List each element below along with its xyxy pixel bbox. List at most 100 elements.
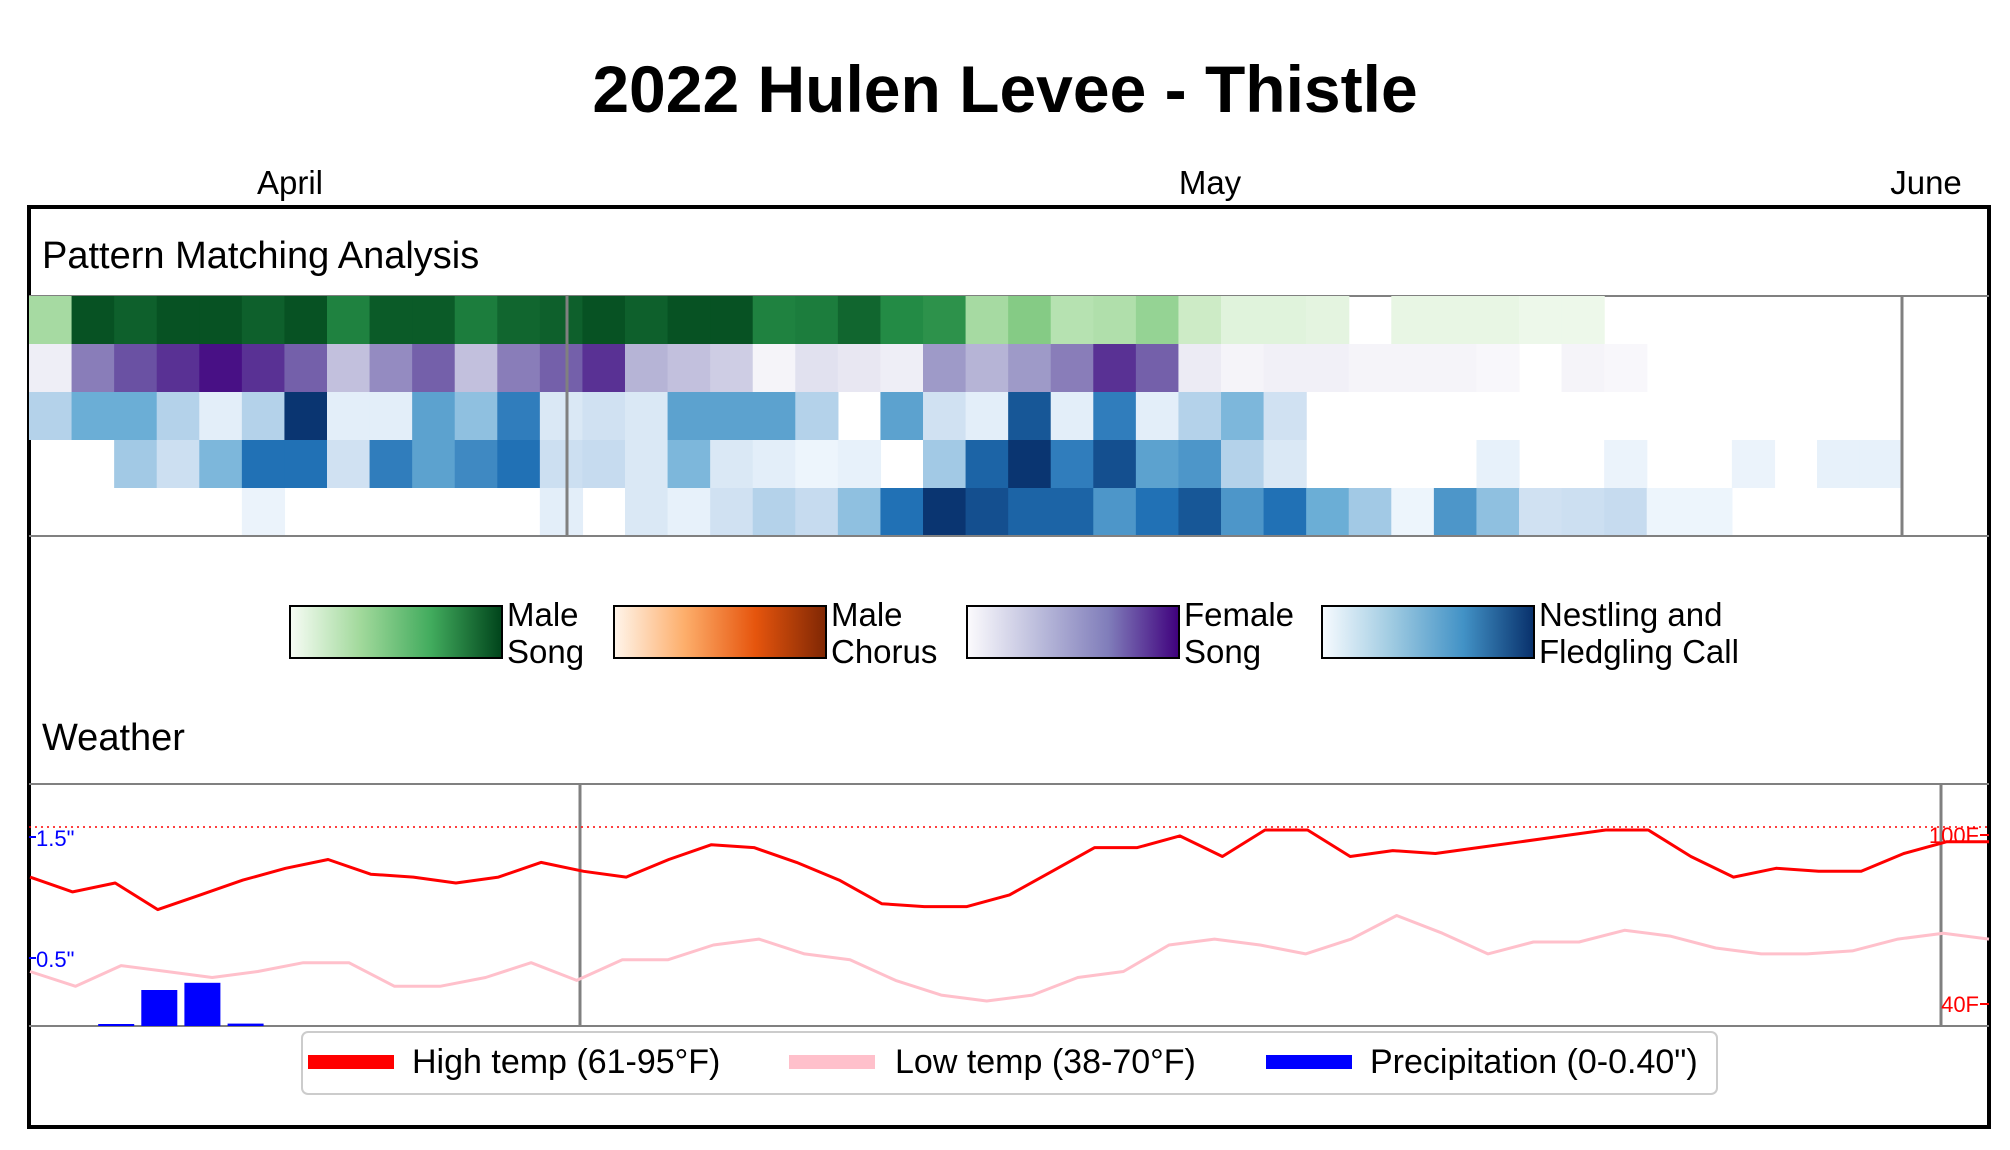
heatmap-cell — [114, 344, 158, 392]
legend-label-line1: Female — [1184, 596, 1294, 633]
heatmap-cell — [1689, 488, 1733, 536]
heatmap-cell — [1050, 488, 1094, 536]
heatmap-cell — [667, 392, 711, 440]
heatmap-cell — [412, 344, 456, 392]
heatmap-cell — [497, 440, 541, 488]
heatmap-cell — [1050, 392, 1094, 440]
heatmap-cell — [1135, 440, 1180, 488]
legend-label-line2: Song — [507, 633, 584, 670]
heatmap-cell — [1391, 344, 1435, 392]
heatmap-cell — [369, 440, 413, 488]
heatmap-cell — [1476, 296, 1520, 344]
heatmap-cell — [539, 296, 584, 344]
heatmap-cell — [923, 488, 967, 536]
heatmap-cell — [156, 344, 200, 392]
heatmap-cell — [454, 296, 498, 344]
heatmap-cell — [29, 296, 73, 344]
heatmap-cell — [1859, 440, 1903, 488]
heatmap-cell — [1433, 344, 1478, 392]
heatmap-cell — [795, 488, 839, 536]
heatmap-cell — [284, 440, 328, 488]
heatmap-cell — [1093, 344, 1137, 392]
heatmap-cell — [71, 296, 115, 344]
heatmap-cell — [1093, 296, 1137, 344]
legend-label-line2: Chorus — [831, 633, 937, 670]
heatmap-cell — [1561, 296, 1605, 344]
heatmap-cell — [965, 440, 1009, 488]
heatmap-row-nestling_call_3 — [241, 488, 1733, 536]
heatmap-cell — [1306, 344, 1350, 392]
heatmap-row-nestling_call_1 — [29, 392, 1307, 440]
heatmap-cell — [1008, 488, 1052, 536]
heatmap-cell — [667, 488, 711, 536]
heatmap-cell — [327, 440, 371, 488]
heatmap-cell — [625, 488, 669, 536]
heatmap-cell — [1221, 296, 1265, 344]
heatmap-cell — [752, 392, 796, 440]
heatmap-cell — [1221, 392, 1265, 440]
heatmap-cell — [1263, 392, 1307, 440]
heatmap-cell — [1008, 392, 1052, 440]
heatmap-cell — [880, 392, 924, 440]
heatmap-cell — [625, 296, 669, 344]
heatmap-cell — [199, 344, 243, 392]
heatmap-cell — [625, 440, 669, 488]
heatmap-cell — [837, 344, 882, 392]
heatmap-cell — [156, 296, 200, 344]
heatmap-cell — [795, 440, 839, 488]
heatmap-cell — [199, 440, 243, 488]
heatmap-cell — [71, 392, 115, 440]
heatmap-cell — [1263, 488, 1307, 536]
heatmap-cell — [1519, 296, 1563, 344]
heatmap-cell — [880, 488, 924, 536]
heatmap-cell — [710, 440, 754, 488]
heatmap-cell — [1050, 296, 1094, 344]
weather-legend-item-0: High temp (61-95°F) — [308, 1043, 720, 1081]
weather-legend-swatch — [789, 1055, 875, 1069]
weather-plot: 1.5" 0.5" 100F 40F — [29, 783, 1990, 1027]
heatmap-cell — [539, 488, 584, 536]
heatmap-cell — [752, 344, 796, 392]
heatmap-cell — [241, 344, 286, 392]
heatmap-cell — [241, 440, 286, 488]
weather-legend-label: Low temp (38-70°F) — [895, 1043, 1196, 1081]
heatmap-cell — [1561, 344, 1605, 392]
heatmap-row-male_song — [29, 296, 1605, 344]
heatmap-cell — [156, 392, 200, 440]
heatmap-cell — [156, 440, 200, 488]
weather-title: Weather — [42, 717, 185, 759]
heatmap-cell — [1135, 488, 1180, 536]
right-tick-label: 100F — [1929, 823, 1979, 848]
heatmap-cell — [1604, 488, 1648, 536]
weather-legend-label: Precipitation (0-0.40") — [1370, 1043, 1698, 1081]
legend-colorbar — [289, 605, 503, 659]
heatmap-cell — [29, 392, 73, 440]
weather-legend-swatch — [1266, 1055, 1352, 1069]
heatmap-cell — [539, 344, 584, 392]
heatmap-cell — [369, 344, 413, 392]
heatmap-cell — [795, 392, 839, 440]
heatmap-cell — [837, 440, 882, 488]
heatmap-cell — [1093, 488, 1137, 536]
heatmap-cell — [1433, 296, 1478, 344]
weather-legend-box — [301, 1031, 1718, 1095]
heatmap-cell — [241, 488, 286, 536]
precip-bar — [98, 1024, 135, 1026]
heatmap-cell — [1221, 440, 1265, 488]
heatmap-cell — [539, 392, 584, 440]
left-tick-1: 0.5" — [29, 947, 74, 972]
heatmap-cell — [1519, 488, 1563, 536]
month-label-june: June — [1890, 164, 1962, 201]
heatmap-cell — [1008, 296, 1052, 344]
heatmap-cell — [327, 344, 371, 392]
heatmap-cell — [1178, 392, 1222, 440]
heatmap-cell — [1646, 488, 1690, 536]
heatmap-cell — [710, 344, 754, 392]
heatmap-cell — [114, 440, 158, 488]
heatmap-cell — [1050, 440, 1094, 488]
outer-frame — [27, 205, 1991, 1129]
